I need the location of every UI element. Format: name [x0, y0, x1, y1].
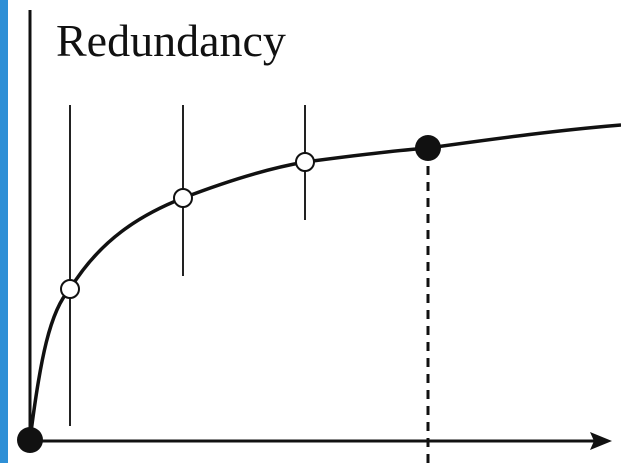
origin-point	[17, 427, 43, 453]
open-point	[295, 152, 315, 172]
x-axis-arrow	[590, 432, 612, 450]
open-point	[60, 279, 80, 299]
edge-strip	[0, 0, 8, 463]
open-point	[173, 188, 193, 208]
filled-point	[415, 135, 441, 161]
curve	[28, 123, 621, 441]
y-axis-label: Redundancy	[56, 15, 286, 66]
